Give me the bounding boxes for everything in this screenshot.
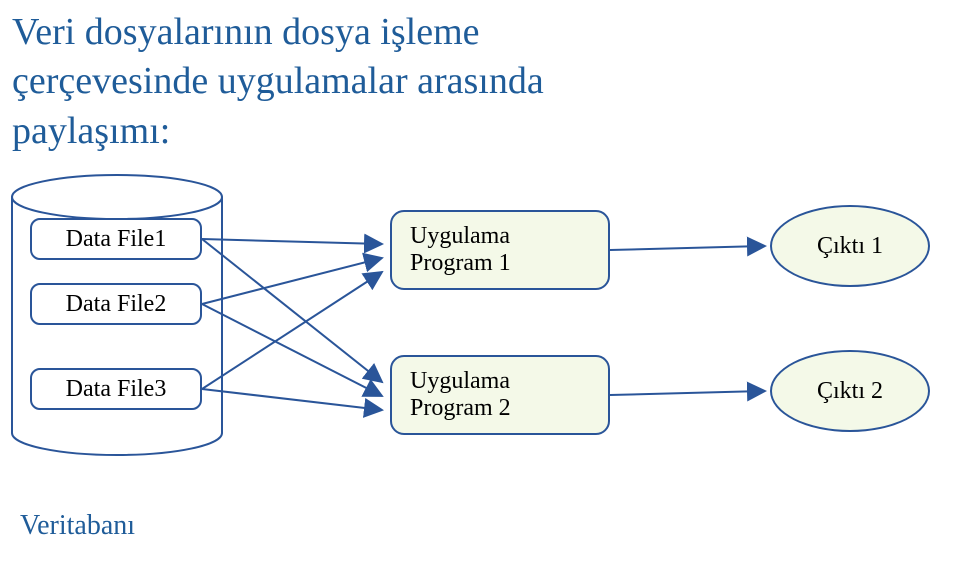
db-label: Veritabanı — [20, 510, 135, 542]
title-line-1: Veri dosyalarının dosya işleme — [12, 8, 544, 57]
data-file-2-label: Data File2 — [66, 291, 167, 318]
output-2-label: Çıktı 2 — [817, 378, 883, 405]
data-file-1: Data File1 — [30, 218, 202, 260]
title-line-3: paylaşımı: — [12, 107, 544, 156]
data-file-3-label: Data File3 — [66, 376, 167, 403]
program-2: Uygulama Program 2 — [390, 355, 610, 435]
program-2-line1: Uygulama — [410, 368, 510, 395]
program-2-line2: Program 2 — [410, 395, 511, 422]
program-1-line1: Uygulama — [410, 223, 510, 250]
data-file-1-label: Data File1 — [66, 226, 167, 253]
output-2: Çıktı 2 — [770, 350, 930, 432]
output-1-label: Çıktı 1 — [817, 233, 883, 260]
data-file-3: Data File3 — [30, 368, 202, 410]
data-file-2: Data File2 — [30, 283, 202, 325]
program-1-line2: Program 1 — [410, 250, 511, 277]
output-1: Çıktı 1 — [770, 205, 930, 287]
program-1: Uygulama Program 1 — [390, 210, 610, 290]
page-title: Veri dosyalarının dosya işleme çerçevesi… — [12, 8, 544, 156]
title-line-2: çerçevesinde uygulamalar arasında — [12, 57, 544, 106]
db-label-text: Veritabanı — [20, 510, 135, 541]
